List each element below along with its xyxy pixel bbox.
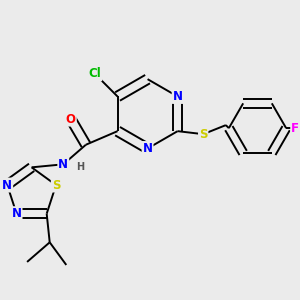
Text: N: N [58, 158, 68, 171]
Text: N: N [12, 207, 22, 220]
Text: O: O [66, 112, 76, 126]
Text: N: N [172, 90, 183, 103]
Text: N: N [2, 178, 12, 191]
Text: Cl: Cl [88, 68, 101, 80]
Text: H: H [76, 162, 84, 172]
Text: S: S [52, 178, 60, 191]
Text: S: S [199, 128, 208, 141]
Text: N: N [142, 142, 153, 155]
Text: F: F [291, 122, 299, 135]
